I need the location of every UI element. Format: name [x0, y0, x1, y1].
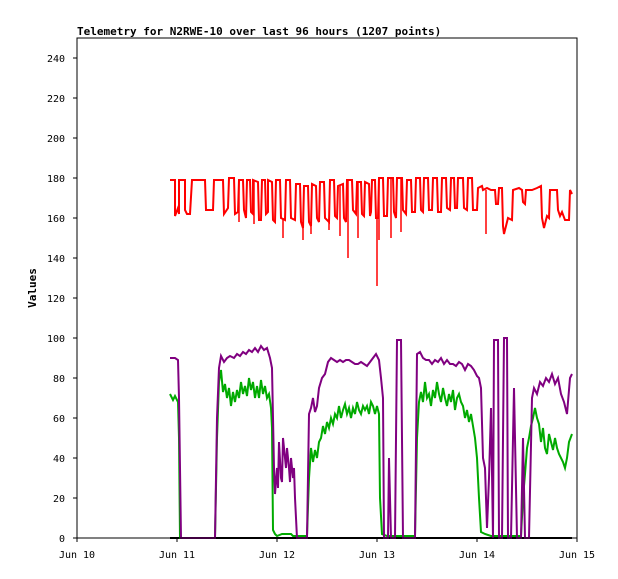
- y-tick-label: 100: [47, 334, 65, 345]
- x-tick-label: Jun 11: [159, 550, 195, 561]
- y-tick-label: 140: [47, 254, 65, 265]
- y-tick-label: 240: [47, 54, 65, 65]
- x-tick-label: Jun 15: [559, 550, 595, 561]
- y-tick-label: 160: [47, 214, 65, 225]
- plot-border: [76, 37, 578, 539]
- y-tick-label: 200: [47, 134, 65, 145]
- y-axis: 0 20 40 60 80 100 120 140 160 180 200 220 240: [47, 54, 77, 545]
- x-tick-label: Jun 14: [459, 550, 495, 561]
- y-tick-label: 120: [47, 294, 65, 305]
- x-axis: Jun 10 Jun 11 Jun 12 Jun 13 Jun 14 Jun 15: [59, 538, 595, 561]
- y-tick-label: 60: [53, 414, 65, 425]
- y-tick-label: 80: [53, 374, 65, 385]
- y-axis-label: Values: [26, 268, 39, 308]
- x-tick-label: Jun 10: [59, 550, 95, 561]
- y-tick-label: 20: [53, 494, 65, 505]
- plot-area: [169, 177, 573, 539]
- x-tick-label: Jun 12: [259, 550, 295, 561]
- series-line-1: [170, 337, 573, 539]
- series-line-0: [170, 177, 573, 235]
- chart-title: Telemetry for N2RWE-10 over last 96 hour…: [77, 25, 441, 38]
- y-tick-label: 0: [59, 534, 65, 545]
- y-tick-label: 220: [47, 94, 65, 105]
- y-tick-label: 40: [53, 454, 65, 465]
- x-tick-label: Jun 13: [359, 550, 395, 561]
- y-tick-label: 180: [47, 174, 65, 185]
